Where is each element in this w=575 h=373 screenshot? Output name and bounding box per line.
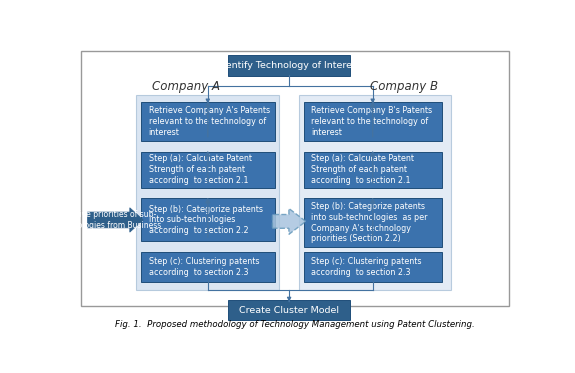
Text: Receive priorities of sub-
technologies from Business: Receive priorities of sub- technologies … <box>56 210 161 230</box>
Text: Retrieve Company B's Patents
relevant to the technology of
interest: Retrieve Company B's Patents relevant to… <box>311 106 432 137</box>
Text: Step (c): Clustering patents
according  to section 2.3: Step (c): Clustering patents according t… <box>148 257 259 276</box>
Text: Create Cluster Model: Create Cluster Model <box>239 306 339 315</box>
Text: Step (a): Calculate Patent
Strength of each patent
according  to section 2.1: Step (a): Calculate Patent Strength of e… <box>148 154 251 185</box>
Polygon shape <box>87 208 143 232</box>
FancyBboxPatch shape <box>299 95 451 290</box>
Text: Step (b): Categorize patents
into sub-technologies
according  to section 2.2: Step (b): Categorize patents into sub-te… <box>148 205 263 235</box>
Polygon shape <box>273 209 306 234</box>
Text: Step (a): Calculate Patent
Strength of each patent
according  to section 2.1: Step (a): Calculate Patent Strength of e… <box>311 154 414 185</box>
FancyBboxPatch shape <box>141 198 275 241</box>
Text: Step (c): Clustering patents
according  to section 2.3: Step (c): Clustering patents according t… <box>311 257 421 276</box>
FancyBboxPatch shape <box>141 251 275 282</box>
Text: Company A: Company A <box>151 80 220 93</box>
FancyBboxPatch shape <box>304 102 442 141</box>
Text: Fig. 1.  Proposed methodology of Technology Management using Patent Clustering.: Fig. 1. Proposed methodology of Technolo… <box>115 320 474 329</box>
FancyBboxPatch shape <box>136 95 279 290</box>
FancyBboxPatch shape <box>304 151 442 188</box>
Text: Company B: Company B <box>370 80 438 93</box>
FancyBboxPatch shape <box>304 251 442 282</box>
Text: Retrieve Company A's Patents
relevant to the technology of
interest: Retrieve Company A's Patents relevant to… <box>148 106 270 137</box>
FancyBboxPatch shape <box>81 50 508 306</box>
Text: Step (b): Categorize patents
into sub-technologies  as per
Company A's technolog: Step (b): Categorize patents into sub-te… <box>311 202 428 244</box>
FancyBboxPatch shape <box>141 102 275 141</box>
FancyBboxPatch shape <box>228 300 350 320</box>
Text: Identify Technology of Interest: Identify Technology of Interest <box>217 61 361 70</box>
FancyBboxPatch shape <box>228 55 350 76</box>
FancyBboxPatch shape <box>141 151 275 188</box>
FancyBboxPatch shape <box>304 198 442 247</box>
